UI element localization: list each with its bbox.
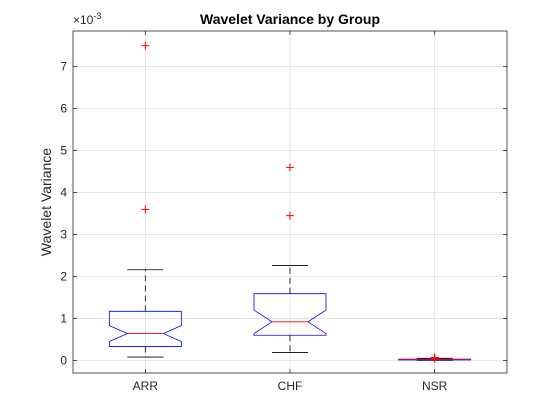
box-group-arr bbox=[108, 41, 182, 358]
outlier-marker bbox=[286, 211, 294, 220]
outlier-marker bbox=[430, 353, 439, 362]
outlier-marker bbox=[141, 41, 150, 50]
x-tick-label: CHF bbox=[278, 379, 303, 393]
y-axis-label: Wavelet Variance bbox=[38, 148, 54, 256]
box bbox=[253, 293, 327, 336]
y-tick-label: 7 bbox=[60, 60, 67, 74]
y-tick-label: 6 bbox=[60, 102, 67, 116]
data-layer bbox=[108, 41, 472, 363]
y-tick-label: 5 bbox=[60, 144, 67, 158]
y-tick-label: 3 bbox=[60, 228, 67, 242]
y-tick-label: 0 bbox=[60, 353, 67, 367]
y-exponent-label: ×10-3 bbox=[73, 11, 101, 27]
box-group-chf bbox=[253, 163, 327, 353]
y-tick-label: 4 bbox=[60, 186, 67, 200]
x-tick-label: NSR bbox=[422, 379, 448, 393]
outlier-marker bbox=[286, 163, 294, 172]
y-tick-label: 1 bbox=[60, 311, 67, 325]
y-tick-label: 2 bbox=[60, 269, 67, 283]
grid bbox=[73, 31, 507, 373]
outlier-marker bbox=[141, 205, 150, 214]
box-group-nsr bbox=[398, 353, 472, 363]
chart-title: Wavelet Variance by Group bbox=[200, 11, 380, 27]
x-tick-label: ARR bbox=[133, 379, 159, 393]
box bbox=[108, 310, 182, 347]
ticks: 0 1 2 3 4 5 6 7 ARR CHF NSR bbox=[60, 31, 507, 393]
y-exponent-base: ×10 bbox=[73, 13, 94, 27]
y-exponent-power: -3 bbox=[93, 11, 101, 21]
